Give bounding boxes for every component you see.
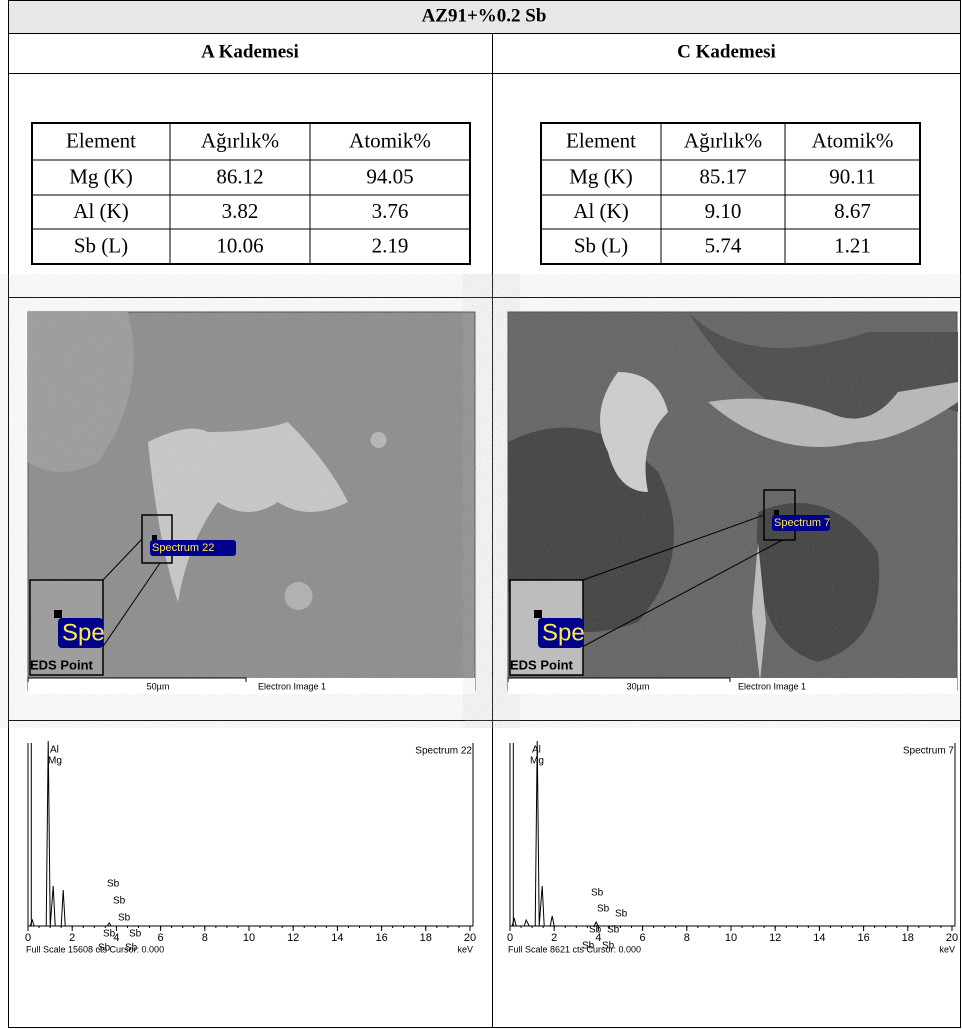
panel-title: C Kademesi: [677, 41, 776, 62]
table-cell: 10.06: [216, 233, 263, 257]
x-tick-label: 8: [202, 932, 208, 944]
x-tick-label: 8: [684, 932, 690, 944]
spectrum-curve: [512, 741, 952, 926]
spectrum-frame: [510, 743, 955, 926]
inset-marker: [534, 610, 542, 618]
scale-label: 50µm: [147, 681, 170, 691]
spectrum-tag-label: Spectrum 7: [774, 517, 830, 529]
table-cell: 94.05: [366, 164, 413, 188]
image-caption: Electron Image 1: [738, 681, 806, 691]
spectrum-footer: Full Scale 15608 cts Cursor: 0.000: [26, 944, 164, 954]
title: AZ91+%0.2 Sb: [422, 5, 547, 26]
inset-label: Spe: [542, 619, 585, 646]
panel-title: A Kademesi: [201, 41, 299, 62]
inset-caption: EDS Point: [30, 657, 94, 672]
x-tick-label: 0: [507, 932, 513, 944]
x-tick-label: 0: [25, 932, 31, 944]
spectrum-frame: [28, 743, 473, 926]
x-tick-label: 2: [69, 932, 75, 944]
table-cell: Sb (L): [74, 233, 128, 257]
x-tick-label: 20: [464, 932, 476, 944]
document: AZ91+%0.2 Sb A Kademesi Element Ağırlık% At…: [0, 0, 962, 1029]
unit-label: keV: [457, 944, 473, 954]
x-tick-label: 6: [640, 932, 646, 944]
inset-label: Spe: [62, 619, 105, 646]
peak-label: Sb: [103, 929, 116, 940]
table-cell: 90.11: [829, 164, 875, 188]
spectrum-title: Spectrum 7: [903, 746, 955, 757]
column-header: Atomik%: [812, 128, 894, 152]
table-cell: 9.10: [705, 199, 742, 223]
column-header: Ağırlık%: [201, 128, 279, 152]
column-header: Element: [66, 128, 136, 152]
peak-label: Sb: [129, 929, 142, 940]
table-cell: 8.67: [834, 199, 871, 223]
point-marker: [152, 535, 157, 540]
x-tick-label: 12: [287, 932, 299, 944]
table-cell: Sb (L): [574, 233, 628, 257]
peak-label: Sb: [589, 925, 602, 936]
x-tick-label: 10: [243, 932, 255, 944]
column-header: Element: [566, 128, 636, 152]
x-tick-label: 18: [420, 932, 432, 944]
peak-label: Al: [532, 745, 541, 756]
table-cell: 2.19: [372, 233, 409, 257]
column-header: Ağırlık%: [684, 128, 762, 152]
x-tick-label: 18: [902, 932, 914, 944]
inset-marker: [54, 610, 62, 618]
table-cell: 3.76: [372, 199, 409, 223]
sem-image: Spectrum 22 Spe EDS Point 50µm Electron Imag…: [28, 312, 475, 694]
sem-image: Spectrum 7 Spe EDS Point 30µm Electron Image…: [508, 312, 958, 694]
table-cell: 1.21: [834, 233, 871, 257]
spectrum-title: Spectrum 22: [415, 746, 472, 757]
unit-label: keV: [939, 944, 955, 954]
table-cell: 3.82: [222, 199, 259, 223]
table-cell: Al (K): [573, 199, 628, 223]
x-tick-label: 14: [331, 932, 343, 944]
x-tick-label: 14: [813, 932, 825, 944]
x-tick-label: 6: [158, 932, 164, 944]
x-tick-label: 20: [946, 932, 958, 944]
x-tick-label: 16: [857, 932, 869, 944]
peak-label: Mg: [530, 756, 544, 767]
x-tick-label: 12: [769, 932, 781, 944]
table-cell: Mg (K): [569, 164, 633, 188]
caption-strip: [28, 678, 475, 694]
table-cell: Mg (K): [69, 164, 133, 188]
peak-label: Sb: [607, 925, 620, 936]
peak-label: Sb: [597, 904, 610, 915]
caption-strip: [508, 678, 957, 694]
peak-label: Sb: [591, 888, 604, 899]
table-cell: 86.12: [216, 164, 263, 188]
point-marker: [774, 510, 779, 515]
peak-label: Sb: [615, 909, 628, 920]
spectrum-tag-label: Spectrum 22: [152, 542, 214, 554]
x-tick-label: 2: [551, 932, 557, 944]
spectrum-curve: [30, 741, 470, 926]
x-tick-label: 10: [725, 932, 737, 944]
spectrum-footer: Full Scale 8621 cts Cursor: 0.000: [508, 944, 641, 954]
peak-label: Sb: [107, 879, 120, 890]
peak-label: Mg: [48, 756, 62, 767]
peak-label: Sb: [118, 913, 131, 924]
table-cell: Al (K): [73, 199, 128, 223]
scale-label: 30µm: [627, 681, 650, 691]
inset-caption: EDS Point: [510, 657, 574, 672]
table-cell: 85.17: [699, 164, 746, 188]
column-header: Atomik%: [349, 128, 431, 152]
peak-label: Sb: [113, 896, 126, 907]
table-cell: 5.74: [705, 233, 742, 257]
peak-label: Al: [50, 745, 59, 756]
x-tick-label: 16: [375, 932, 387, 944]
image-caption: Electron Image 1: [258, 681, 326, 691]
